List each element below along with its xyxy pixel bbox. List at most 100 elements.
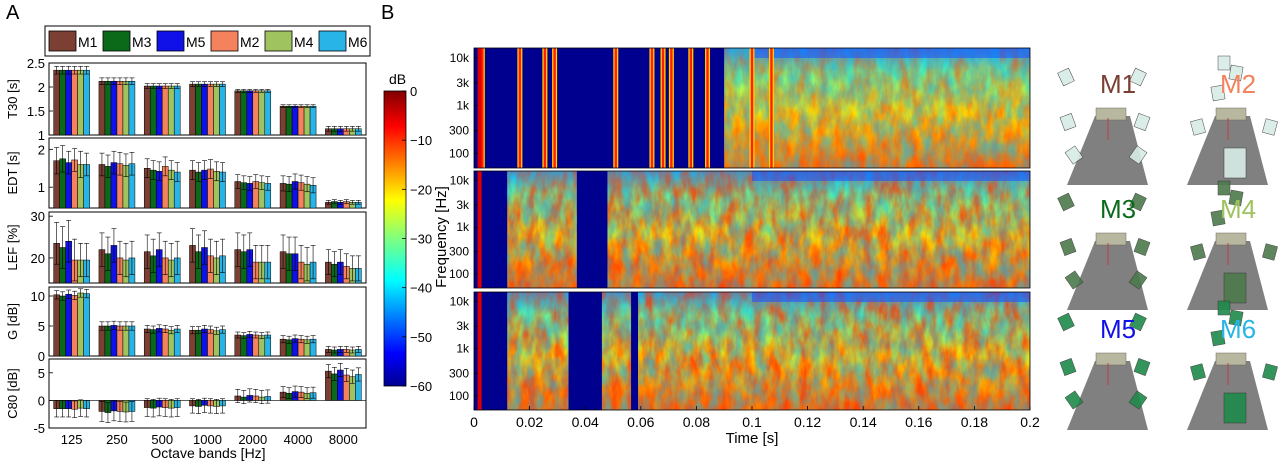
reflector-panel [1057,312,1075,332]
reflection-line [770,48,773,168]
legend-label-m1: M1 [78,34,98,50]
xtick-label: 0.14 [850,414,877,430]
ytick-label: 300 [449,366,469,380]
ytick-label: 2.5 [27,56,45,71]
stage-floor [1067,241,1148,310]
spectrogram-body [474,171,1030,288]
bar-m1 [143,328,151,357]
colorbar: 0 −10 −20 −30 −40 −50 −60 [383,84,432,394]
xtick-label: 0.02 [516,414,543,430]
model-m3: M3 [1057,192,1151,310]
model-illustrations: M1 M2 M3 M4 M5 M6 [1057,55,1278,430]
bar-m5 [201,328,208,357]
direct-sound [477,292,482,410]
legend-label-m3: M3 [132,34,152,50]
legend-swatch-m3 [102,30,131,52]
reflector-panel [1128,270,1148,290]
reflector-panel [1223,392,1247,424]
reflector-panel [1129,312,1147,332]
reflector-panel [1057,192,1075,212]
colorbar-tick-label: −10 [410,133,432,148]
reflector-panel [1133,238,1151,256]
legend-label-m4: M4 [294,34,314,50]
hf-decay [752,48,1030,58]
reflector-panel [1223,147,1247,179]
reflector-panel [1262,243,1278,261]
reflector-panel [1262,118,1278,136]
silent-gap [576,171,608,288]
bar-m3 [149,85,157,136]
bar-m5 [155,85,163,136]
bar-m2 [161,328,169,357]
colorbar-tick-label: −40 [410,281,432,296]
silent-gap [568,292,602,410]
subplot-1: 1 1.5 2 2.5 T30 [s] [5,56,367,143]
ytick-label: 1k [456,342,470,356]
stage-box [1095,107,1127,121]
xtick-label: 0.04 [572,414,599,430]
reflector-panel [1217,300,1231,316]
hf-decay [752,171,1030,181]
bar-m3 [59,69,66,136]
bar-m6 [219,83,226,136]
subplot-ylabel: C80 [dB] [5,368,20,419]
reflector-panel [1064,145,1084,165]
colorbar-tick-label: 0 [410,84,417,99]
model-label-m1: M1 [1100,69,1136,99]
bar-m3 [149,329,157,357]
bar-m5 [110,325,118,357]
bar-m4 [77,69,84,136]
stage-box [1215,107,1247,121]
bar-m1 [98,80,106,136]
bar-m3 [285,105,293,136]
bar-m6 [83,293,90,357]
ytick-label: 3k [456,319,470,333]
xtick-label: 500 [151,432,173,447]
bar-m6 [309,105,317,136]
reflector-panel [1262,363,1278,381]
legend-swatch-m4 [264,30,293,52]
xtick-label: 125 [61,432,83,447]
bars-xlabel: Octave bands [Hz] [150,445,265,461]
ytick-label: 30 [31,209,45,224]
bar-m2 [71,295,78,357]
bar-m2 [297,105,305,136]
colorbar-tick-label: −60 [410,379,432,394]
bar-m1 [53,294,60,357]
bar-m1 [189,83,196,136]
model-label-m5: M5 [1100,314,1136,344]
bar-m1 [53,69,60,136]
ytick-label: 3k [456,76,470,90]
ytick-label: 300 [449,124,469,138]
ytick-label: 20 [31,251,45,266]
subplot-ylabel: T30 [s] [5,79,20,119]
bar-m4 [303,105,311,136]
ytick-label: 0 [38,349,45,364]
reflector-panel [1129,67,1147,87]
bar-m3 [59,295,66,357]
ytick-label: 2 [38,80,45,95]
reflection-line [706,48,709,168]
bar-m4 [213,83,220,136]
subplot-3: 20 30 LEF [%] [5,209,367,284]
spectrogram-body [474,48,1030,168]
reflector-panel [1129,192,1147,212]
reflector-panel [1064,390,1084,410]
ytick-label: 3k [456,198,470,212]
ytick-label: 10k [450,51,470,65]
subplot-4: 0 5 10 G [dB] [5,286,367,364]
xtick-label: 1000 [193,432,222,447]
reflector-panel [1133,113,1151,131]
reflection-line [650,48,654,168]
panel-a-label: A [6,2,20,24]
reflection-line [614,48,617,168]
bar-m5 [246,90,254,136]
model-label-m3: M3 [1100,194,1136,224]
xtick-label: 0.16 [905,414,932,430]
reflector-panel [1128,145,1148,165]
bar-m6 [173,85,181,136]
stage-box [1215,352,1247,366]
bar-m3 [104,80,112,136]
ytick-label: 100 [449,267,469,281]
